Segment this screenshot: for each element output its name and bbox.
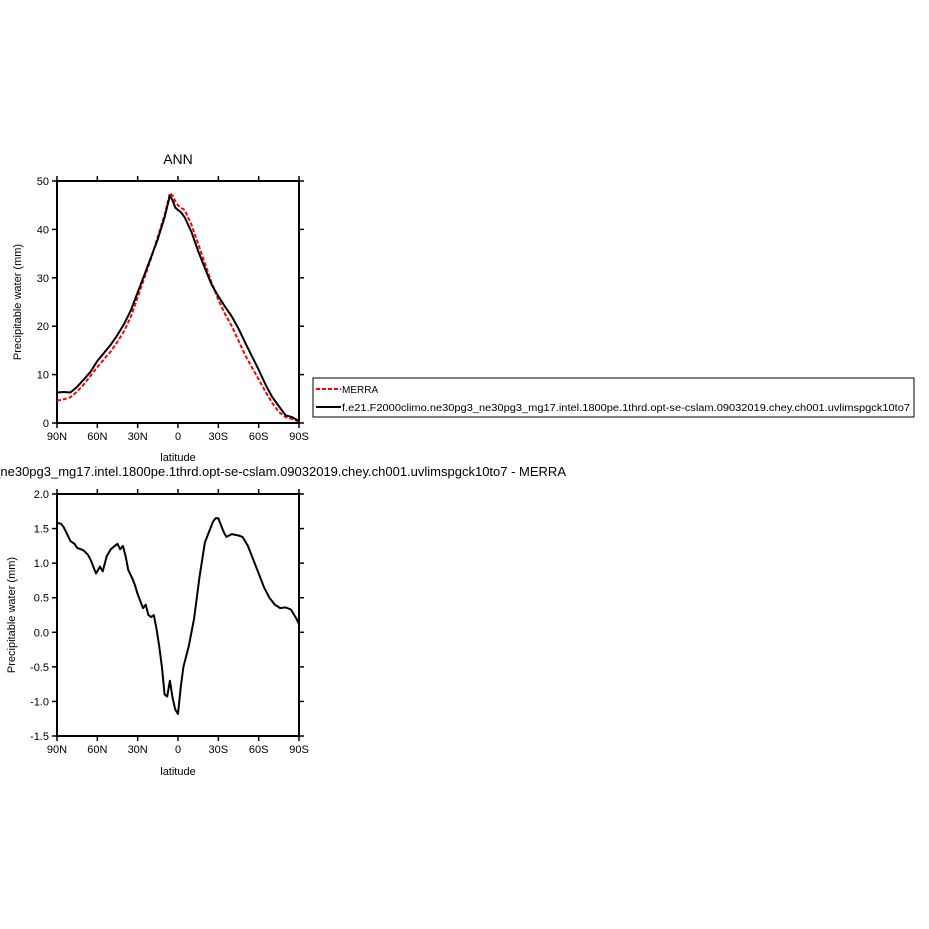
y-tick-label: 50 (37, 176, 49, 188)
x-tick-label: 30N (128, 744, 148, 756)
chart-title: ANN (163, 151, 193, 167)
x-tick-label: 90S (289, 744, 309, 756)
series-line-0 (56, 517, 300, 715)
y-tick-label: 10 (37, 370, 49, 382)
y-tick-label: -1.0 (30, 696, 49, 708)
legend: MERRA f.e21.F2000climo.ne30pg3_ne30pg3_m… (312, 377, 915, 418)
y-tick-label: 40 (37, 224, 49, 236)
y-tick-label: -0.5 (30, 662, 49, 674)
y-axis-label: Precipitable water (mm) (12, 244, 24, 360)
x-tick-label: 60S (249, 744, 269, 756)
series-line-1 (56, 194, 300, 422)
y-tick-label: 1.5 (34, 524, 49, 536)
chart-title: f.e21.F2000climo.ne30pg3_ne30pg3_mg17.in… (0, 464, 566, 479)
y-tick-label: 30 (37, 273, 49, 285)
series-group (56, 517, 300, 715)
y-axis-label: Precipitable water (mm) (6, 557, 18, 673)
plot-frame (56, 180, 300, 424)
series-group (56, 192, 300, 423)
series-line-0 (56, 192, 300, 423)
y-axis: -1.5 -1.0 -0.5 0.0 0.5 1.0 1.5 2.0 (30, 489, 304, 743)
x-axis-label: latitude (160, 452, 195, 464)
y-tick-label: -1.5 (30, 731, 49, 743)
y-tick-label: 2.0 (34, 489, 49, 501)
x-axis-label: latitude (160, 766, 195, 778)
x-tick-label: 0 (175, 431, 181, 443)
y-tick-label: 0.0 (34, 627, 49, 639)
panel-annual-mean: ANN 0 10 20 30 40 50 90N 60N 30N 0 30S 60S 90S lati… (12, 151, 309, 464)
panel-difference: f.e21.F2000climo.ne30pg3_ne30pg3_mg17.in… (0, 464, 566, 778)
x-axis: 90N 60N 30N 0 30S 60S 90S (47, 176, 309, 443)
legend-label-model: f.e21.F2000climo.ne30pg3_ne30pg3_mg17.in… (342, 403, 910, 414)
x-tick-label: 90N (47, 744, 67, 756)
y-tick-label: 1.0 (34, 558, 49, 570)
legend-box (312, 377, 915, 418)
y-axis: 0 10 20 30 40 50 (37, 176, 304, 430)
x-tick-label: 60N (87, 431, 107, 443)
x-tick-label: 0 (175, 744, 181, 756)
x-tick-label: 60S (249, 431, 269, 443)
x-tick-label: 90N (47, 431, 67, 443)
legend-label-merra: MERRA (342, 385, 378, 396)
y-tick-label: 0.5 (34, 593, 49, 605)
y-tick-label: 0 (43, 418, 49, 430)
x-tick-label: 90S (289, 431, 309, 443)
x-tick-label: 60N (87, 744, 107, 756)
x-tick-label: 30S (209, 431, 229, 443)
x-axis: 90N 60N 30N 0 30S 60S 90S (47, 489, 309, 756)
x-tick-label: 30S (209, 744, 229, 756)
x-tick-label: 30N (128, 431, 148, 443)
plot-frame (56, 493, 300, 737)
y-tick-label: 20 (37, 321, 49, 333)
